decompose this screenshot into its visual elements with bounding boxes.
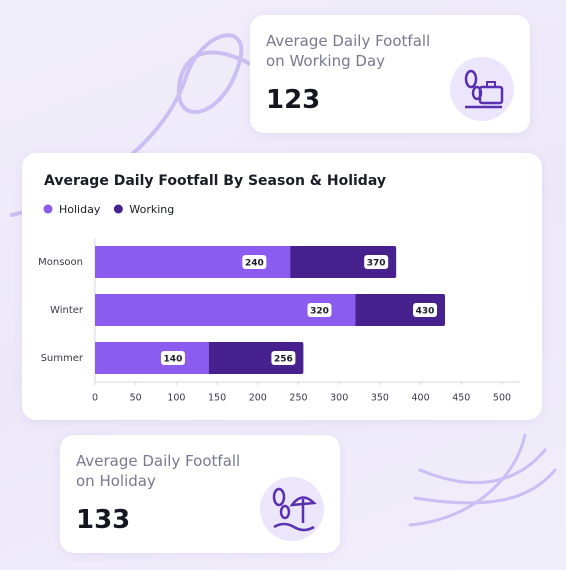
y-tick-label: Winter: [50, 305, 84, 316]
value-label-text: 370: [367, 259, 386, 269]
kpi-icon: [450, 57, 514, 121]
legend-label: Working: [129, 203, 174, 216]
kpi-card: Average Daily Footfall on Working Day 12…: [250, 15, 530, 133]
value-label: 140: [160, 351, 185, 365]
x-tick-label: 350: [371, 393, 389, 404]
value-label-text: 240: [245, 259, 264, 269]
y-tick-label: Monsoon: [38, 257, 83, 268]
value-label: 240: [242, 255, 267, 269]
kpi-title: Average Daily Footfall on Working Day: [266, 32, 431, 70]
chart-title: Average Daily Footfall By Season & Holid…: [44, 173, 386, 189]
value-label: 320: [307, 303, 332, 317]
value-label-box: [364, 255, 389, 269]
kpi-value: 123: [266, 85, 321, 115]
value-label-box: [413, 303, 438, 317]
x-tick-label: 100: [167, 393, 185, 404]
chart-card: [22, 153, 542, 420]
value-label-text: 320: [310, 307, 329, 317]
value-label: 370: [364, 255, 389, 269]
x-tick-label: 300: [330, 393, 348, 404]
kpi-icon: [260, 477, 324, 541]
legend-swatch: [43, 204, 53, 214]
x-tick-label: 150: [208, 393, 226, 404]
chart: Average Daily Footfall By Season & Holid…: [38, 173, 520, 404]
bar: [95, 342, 209, 374]
x-tick-label: 400: [412, 393, 430, 404]
kpi-card: Average Daily Footfall on Holiday 133: [60, 435, 340, 553]
kpi-value: 133: [76, 505, 131, 535]
value-label-text: 256: [274, 355, 293, 365]
kpi-title: Average Daily Footfall on Holiday: [76, 452, 241, 490]
x-tick-label: 0: [92, 393, 98, 404]
legend-swatch: [113, 204, 123, 214]
x-tick-label: 50: [130, 393, 142, 404]
value-label-box: [160, 351, 185, 365]
value-label-text: 140: [164, 355, 183, 365]
value-label-box: [242, 255, 267, 269]
value-label: 430: [413, 303, 438, 317]
legend-label: Holiday: [59, 203, 101, 216]
value-label-box: [307, 303, 332, 317]
x-tick-label: 500: [493, 393, 511, 404]
x-tick-label: 250: [289, 393, 307, 404]
value-label: 256: [271, 351, 296, 365]
x-tick-label: 200: [249, 393, 267, 404]
value-label-text: 430: [416, 307, 435, 317]
y-tick-label: Summer: [41, 353, 84, 364]
value-label-box: [271, 351, 296, 365]
x-tick-label: 450: [452, 393, 470, 404]
